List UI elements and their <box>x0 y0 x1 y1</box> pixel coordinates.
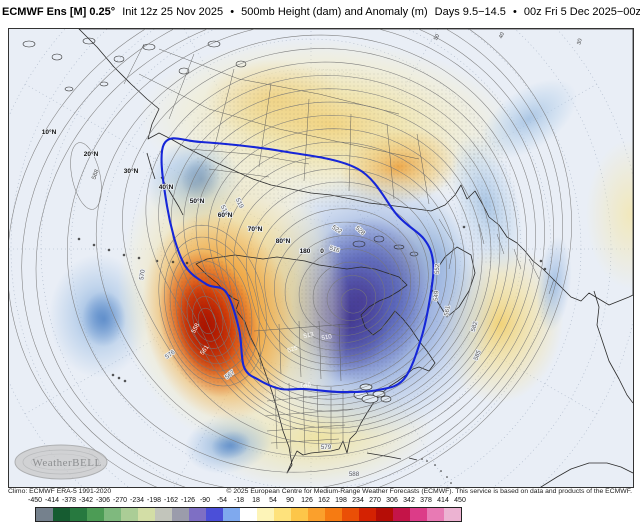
weatherbell-logo: WeatherBELL <box>14 444 108 480</box>
svg-text:546: 546 <box>300 381 312 389</box>
colorbar-tick: -90 <box>199 497 211 504</box>
colorbar-tick: 414 <box>437 497 449 504</box>
title-valid-range: 00z Fri 5 Dec 2025−00z Wed 10 Dec 2025 <box>523 6 640 18</box>
svg-text:30°N: 30°N <box>124 167 139 175</box>
colorbar-tick: -378 <box>61 497 77 504</box>
colorbar-cell <box>70 508 87 521</box>
colorbar-cell <box>172 508 189 521</box>
colorbar-cell <box>104 508 121 521</box>
colorbar-tick: -162 <box>163 497 179 504</box>
colorbar-tick: -234 <box>129 497 145 504</box>
colorbar-cell <box>53 508 70 521</box>
colorbar-tick: 162 <box>318 497 330 504</box>
colorbar-cell <box>36 508 53 521</box>
colorbar-cell <box>189 508 206 521</box>
title-sep2: • <box>512 6 517 18</box>
colorbar-tick: 342 <box>403 497 415 504</box>
colorbar-tick: -450 <box>27 497 43 504</box>
copyright-note: © 2025 European Centre for Medium-Range … <box>226 488 632 495</box>
title-product: ECMWF Ens [M] 0.25° <box>2 6 116 18</box>
colorbar-tick: 450 <box>454 497 466 504</box>
colorbar-tick: 54 <box>269 497 277 504</box>
colorbar-tick: 378 <box>420 497 432 504</box>
svg-text:513: 513 <box>303 331 315 340</box>
colorbar-tick: -306 <box>95 497 111 504</box>
svg-text:582: 582 <box>470 320 480 332</box>
svg-text:525: 525 <box>287 344 300 354</box>
svg-text:40: 40 <box>498 32 506 40</box>
svg-text:70°N: 70°N <box>248 225 263 233</box>
anomaly-colorbar: -450 -414 -378 -342 -306 -270 -234 -198 -162 -126… <box>0 497 640 523</box>
colorbar-swatches <box>35 507 462 522</box>
title-sep1: • <box>230 6 235 18</box>
colorbar-tick: 126 <box>301 497 313 504</box>
title-init: Init 12z 25 Nov 2025 <box>122 6 224 18</box>
map-footline: Climo: ECMWF ERA-5 1991-2020 © 2025 Euro… <box>8 488 632 498</box>
colorbar-cell <box>240 508 257 521</box>
colorbar-cell <box>87 508 104 521</box>
colorbar-cell <box>291 508 308 521</box>
colorbar-cell <box>121 508 138 521</box>
colorbar-tick: -18 <box>233 497 245 504</box>
map-title: ECMWF Ens [M] 0.25° Init 12z 25 Nov 2025… <box>0 6 640 18</box>
svg-text:0: 0 <box>320 248 324 255</box>
colorbar-cell <box>274 508 291 521</box>
svg-text:60°N: 60°N <box>218 211 233 219</box>
svg-text:588: 588 <box>91 168 101 181</box>
colorbar-cell <box>138 508 155 521</box>
colorbar-tick: 234 <box>352 497 364 504</box>
colorbar-tick: -414 <box>44 497 60 504</box>
colorbar-tick: 18 <box>252 497 260 504</box>
colorbar-cell <box>376 508 393 521</box>
svg-text:552: 552 <box>434 263 442 274</box>
colorbar-cell <box>155 508 172 521</box>
colorbar-cell <box>308 508 325 521</box>
colorbar-cell <box>427 508 444 521</box>
svg-text:80°N: 80°N <box>276 237 291 245</box>
colorbar-tick: 198 <box>335 497 347 504</box>
colorbar-tick: 306 <box>386 497 398 504</box>
colorbar-cell <box>444 508 461 521</box>
svg-text:40°N: 40°N <box>159 183 174 191</box>
svg-text:579: 579 <box>321 444 332 451</box>
colorbar-tick: -270 <box>112 497 128 504</box>
colorbar-tick: 90 <box>286 497 294 504</box>
colorbar-cell <box>342 508 359 521</box>
colorbar-cell <box>223 508 240 521</box>
svg-text:10°N: 10°N <box>42 128 57 136</box>
svg-text:561: 561 <box>199 343 211 356</box>
climo-note: Climo: ECMWF ERA-5 1991-2020 <box>8 488 112 495</box>
colorbar-cell <box>206 508 223 521</box>
svg-text:570: 570 <box>138 269 146 281</box>
svg-text:WeatherBELL: WeatherBELL <box>32 457 101 469</box>
colorbar-tick: 270 <box>369 497 381 504</box>
colorbar-cell <box>257 508 274 521</box>
colorbar-tick: -126 <box>180 497 196 504</box>
svg-text:50: 50 <box>433 33 441 41</box>
colorbar-cell <box>325 508 342 521</box>
svg-text:510: 510 <box>321 333 333 342</box>
svg-text:561: 561 <box>443 305 452 317</box>
svg-text:588: 588 <box>349 471 360 478</box>
colorbar-tick: -198 <box>146 497 162 504</box>
title-parameter: 500mb Height (dam) and Anomaly (m) <box>241 6 428 18</box>
svg-text:30: 30 <box>576 38 583 45</box>
colorbar-tick: -54 <box>216 497 228 504</box>
svg-text:20°N: 20°N <box>84 150 99 158</box>
title-days: Days 9.5−14.5 <box>434 6 506 18</box>
svg-text:549: 549 <box>433 290 441 301</box>
svg-text:558: 558 <box>190 322 201 335</box>
colorbar-tick-labels: -450 -414 -378 -342 -306 -270 -234 -198 -162 -126… <box>0 497 640 506</box>
colorbar-cell <box>410 508 427 521</box>
colorbar-tick: -342 <box>78 497 94 504</box>
map-canvas: 588 570 576 567 579 588 549 552 561 582 585 516 522 5… <box>8 28 634 488</box>
colorbar-cell <box>393 508 410 521</box>
svg-text:516: 516 <box>328 245 341 255</box>
colorbar-cell <box>359 508 376 521</box>
svg-text:180: 180 <box>300 248 311 255</box>
svg-text:50°N: 50°N <box>190 197 205 205</box>
